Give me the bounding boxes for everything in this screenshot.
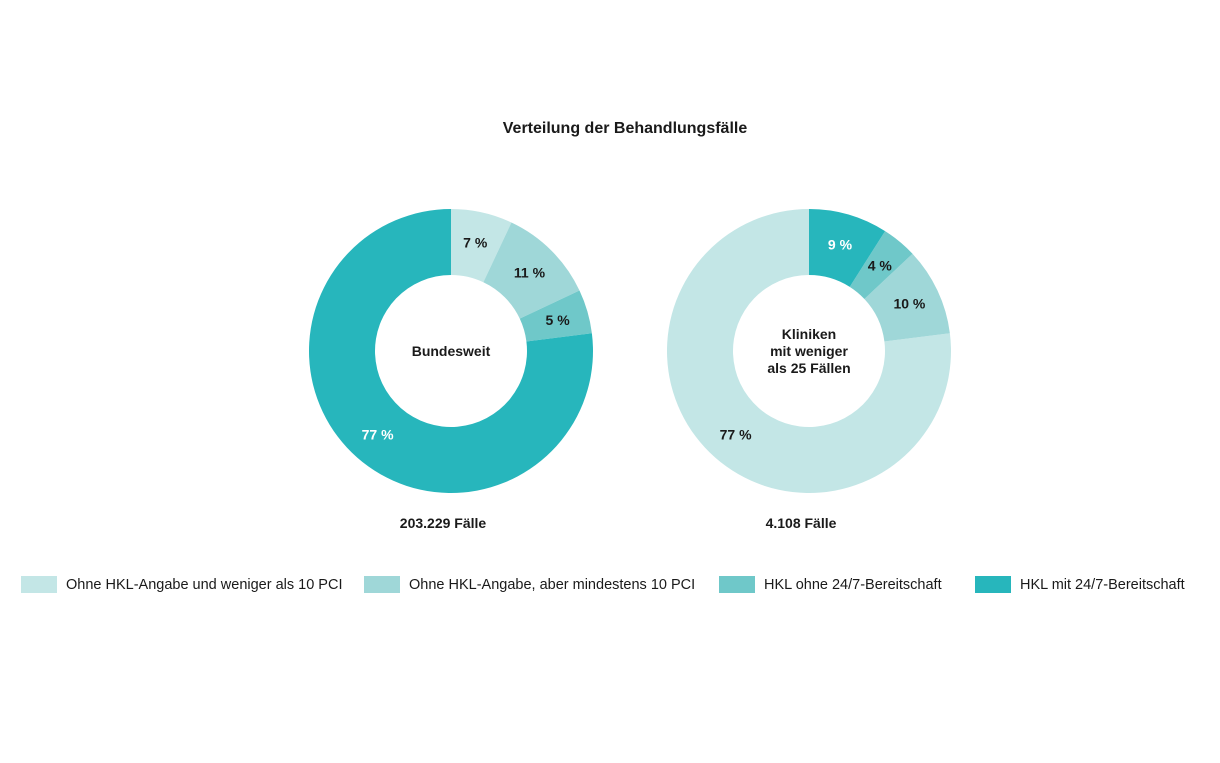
slice-value-label: 11 % — [514, 265, 546, 281]
donut-slice — [309, 209, 593, 493]
legend-item-ohne-hkl-ab-10: Ohne HKL-Angabe, aber mindestens 10 PCI — [364, 576, 695, 593]
legend-item-hkl-ohne-24-7: HKL ohne 24/7-Bereitschaft — [719, 576, 942, 593]
legend-swatch — [719, 576, 755, 593]
legend-swatch — [364, 576, 400, 593]
donut-slice — [451, 209, 512, 283]
legend-item-ohne-hkl-unter-10: Ohne HKL-Angabe und weniger als 10 PCI — [21, 576, 342, 593]
donut-slice — [864, 253, 950, 342]
legend: Ohne HKL-Angabe und weniger als 10 PCI O… — [0, 576, 1220, 596]
legend-label: Ohne HKL-Angabe und weniger als 10 PCI — [66, 576, 343, 593]
donut-center-label: Kliniken — [782, 326, 836, 342]
chart-title: Verteilung der Behandlungsfälle — [502, 120, 748, 137]
legend-label: Ohne HKL-Angabe, aber mindestens 10 PCI — [409, 576, 696, 593]
donut-slice — [849, 231, 913, 299]
slice-value-label: 77 % — [720, 426, 752, 442]
donut-total-label: 203.229 Fälle — [400, 515, 487, 531]
slice-value-label: 10 % — [893, 296, 925, 312]
legend-label: HKL ohne 24/7-Bereitschaft — [764, 576, 942, 593]
donut-slice — [519, 290, 592, 342]
legend-label: HKL mit 24/7-Bereitschaft — [1020, 576, 1185, 593]
legend-swatch — [975, 576, 1011, 593]
slice-value-label: 5 % — [546, 312, 571, 328]
donut-center-label: als 25 Fällen — [767, 360, 850, 376]
donut-bundesweit: 7 % 11 % 5 % 77 % Bundesweit 203.229 Fälle — [309, 209, 593, 531]
slice-value-label: 9 % — [828, 236, 853, 252]
donut-slice — [809, 209, 886, 287]
legend-swatch — [21, 576, 57, 593]
donut-slice — [483, 222, 580, 319]
donut-total-label: 4.108 Fälle — [766, 515, 837, 531]
legend-item-hkl-mit-24-7: HKL mit 24/7-Bereitschaft — [975, 576, 1185, 593]
donut-center-label: mit weniger — [770, 343, 848, 359]
slice-value-label: 77 % — [362, 426, 394, 442]
donut-slice — [667, 208, 951, 493]
donut-center-label: Bundesweit — [412, 343, 491, 359]
slice-value-label: 7 % — [463, 235, 488, 251]
slice-value-label: 4 % — [868, 257, 893, 273]
